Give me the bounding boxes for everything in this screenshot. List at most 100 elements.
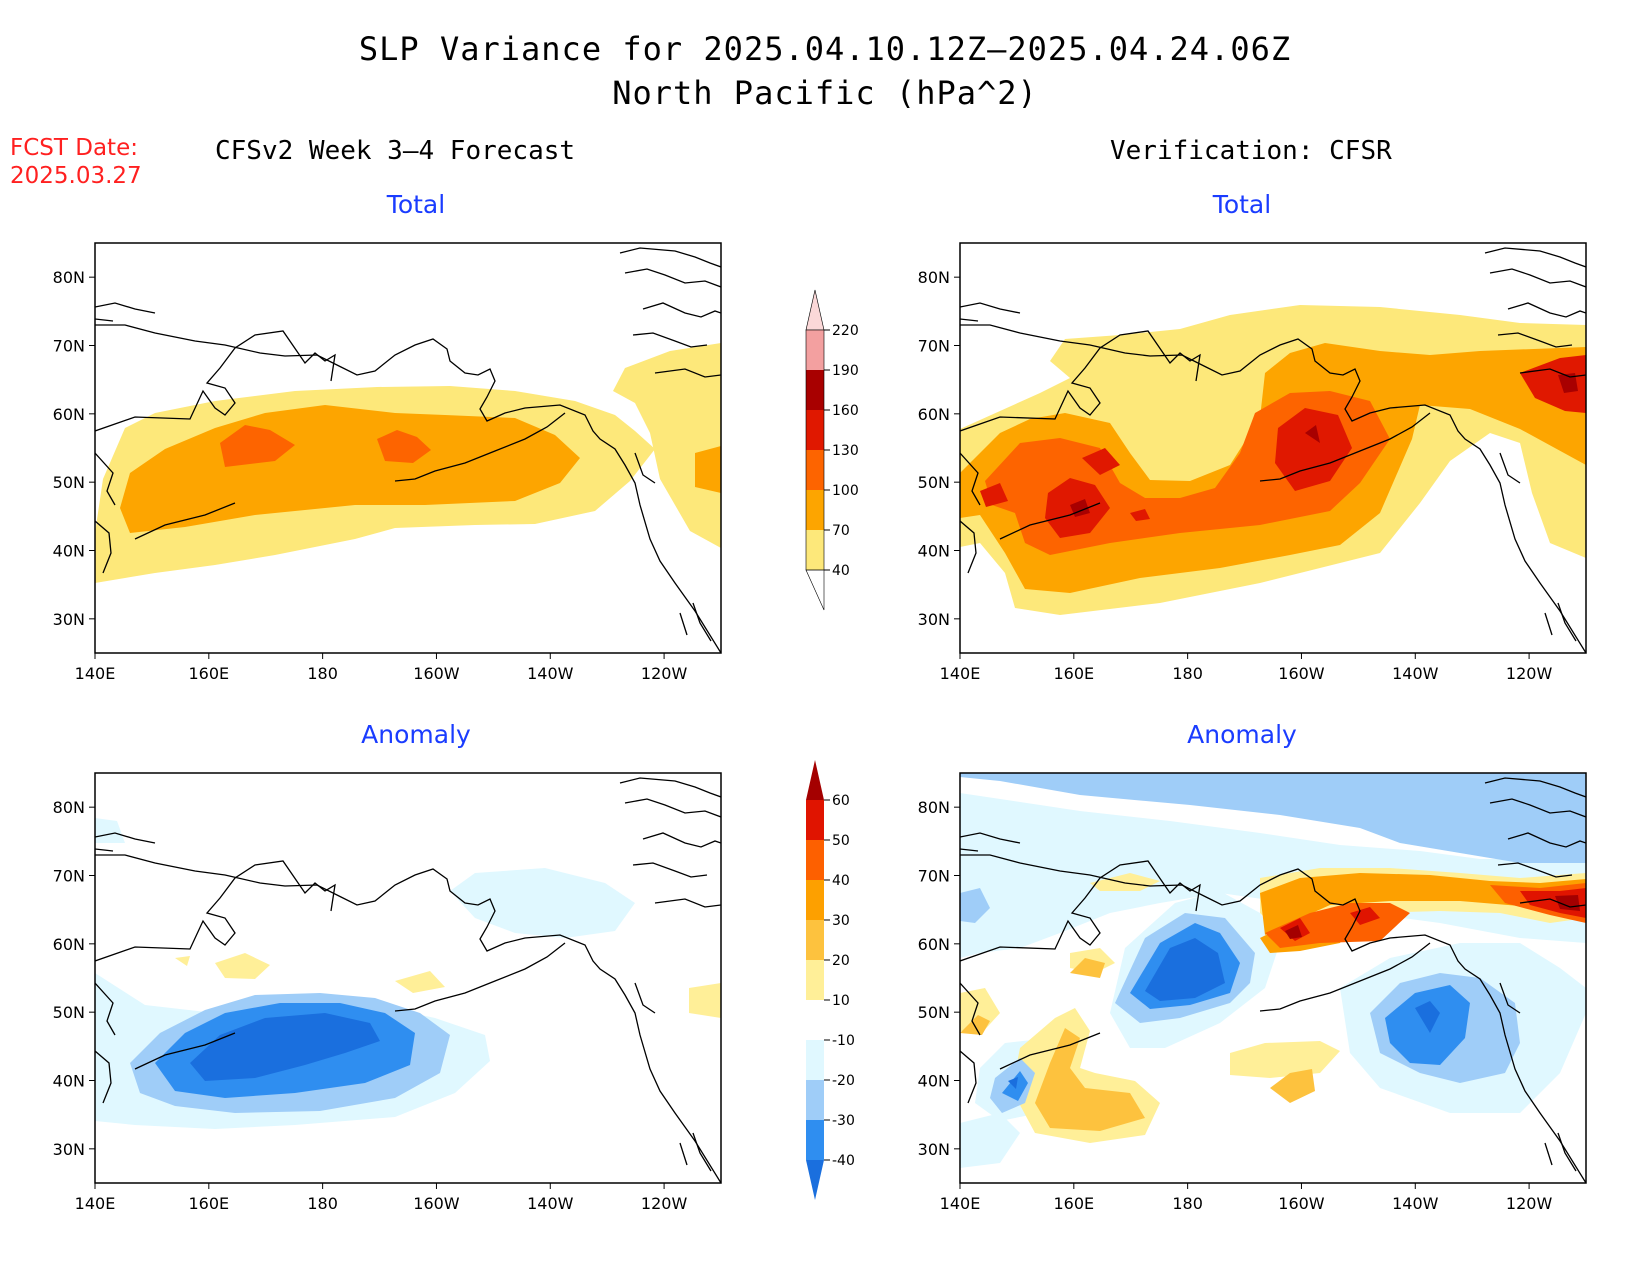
colorbar-total: 40 70 100 130 160 190 220 xyxy=(805,289,859,611)
fcst-date-value: 2025.03.27 xyxy=(10,163,142,189)
panel-label-forecast-anomaly: Anomaly xyxy=(361,720,471,749)
lon-tick-label: 160E xyxy=(188,664,229,683)
lat-tick-label: 30N xyxy=(53,610,85,629)
colorbar-anomaly-swatch xyxy=(806,1000,824,1040)
colorbar-anomaly-level-label: 10 xyxy=(832,993,850,1009)
lat-tick-label: 50N xyxy=(918,1003,950,1022)
colorbar-anomaly-level-label: -10 xyxy=(832,1033,855,1049)
lon-tick-label: 180 xyxy=(307,1194,338,1213)
lon-tick-label: 140W xyxy=(1392,1194,1439,1213)
lat-tick-label: 60N xyxy=(918,405,950,424)
lat-tick-label: 60N xyxy=(53,935,85,954)
lon-tick-label: 120W xyxy=(641,1194,688,1213)
colorbar-total-swatch xyxy=(806,530,824,570)
fcst-date-label: FCST Date: xyxy=(10,135,138,161)
colorbar-anomaly-swatch xyxy=(806,960,824,1000)
lat-tick-label: 70N xyxy=(918,867,950,886)
lat-tick-label: 40N xyxy=(53,1072,85,1091)
colorbar-anomaly-level-label: 60 xyxy=(832,793,850,809)
lat-tick-label: 50N xyxy=(53,1003,85,1022)
lat-tick-label: 50N xyxy=(918,473,950,492)
colorbar-anomaly-swatch xyxy=(806,840,824,880)
colorbar-anomaly-level-label: -30 xyxy=(832,1113,855,1129)
colorbar-total-top-triangle xyxy=(805,289,825,331)
lat-tick-label: 70N xyxy=(918,337,950,356)
colorbar-anomaly-level-label: 20 xyxy=(832,953,850,969)
lon-tick-label: 140E xyxy=(75,664,116,683)
colorbar-anomaly-bottom-triangle xyxy=(806,1160,824,1200)
lon-tick-label: 120W xyxy=(1506,1194,1553,1213)
axis-verification-total: 80N 70N 60N 50N 40N 30N 140E 160E 180 160W 140W 120… xyxy=(918,268,1553,683)
lon-tick-label: 140E xyxy=(75,1194,116,1213)
lon-tick-label: 140W xyxy=(527,1194,574,1213)
panel-label-forecast-total: Total xyxy=(386,190,446,219)
colorbar-anomaly: -40 -30 -20 -10 10 20 30 40 50 60 xyxy=(806,760,855,1200)
colorbar-anomaly-swatch xyxy=(806,800,824,840)
verification-column-header: Verification: CFSR xyxy=(1110,136,1392,166)
axis-verification-anomaly: 80N 70N 60N 50N 40N 30N 140E 160E 180 160W 140W 120… xyxy=(918,798,1553,1213)
lat-tick-label: 80N xyxy=(53,798,85,817)
colorbar-total-swatch xyxy=(806,490,824,530)
colorbar-total-bottom-triangle xyxy=(805,569,825,611)
lat-tick-label: 30N xyxy=(53,1140,85,1159)
colorbar-anomaly-swatch xyxy=(806,880,824,920)
lon-tick-label: 160E xyxy=(1053,1194,1094,1213)
lat-tick-label: 40N xyxy=(918,542,950,561)
lon-tick-label: 140E xyxy=(940,1194,981,1213)
colorbar-total-level-label: 40 xyxy=(832,563,850,579)
figure-title-line1: SLP Variance for 2025.04.10.12Z–2025.04.… xyxy=(358,30,1292,68)
colorbar-total-level-label: 70 xyxy=(832,523,850,539)
lon-tick-label: 160W xyxy=(413,664,460,683)
colorbar-total-level-label: 160 xyxy=(832,403,859,419)
colorbar-anomaly-swatch xyxy=(806,920,824,960)
colorbar-anomaly-level-label: 40 xyxy=(832,873,850,889)
colorbar-total-level-label: 190 xyxy=(832,363,859,379)
colorbar-anomaly-level-label: -40 xyxy=(832,1153,855,1169)
lat-tick-label: 30N xyxy=(918,1140,950,1159)
lon-tick-label: 160E xyxy=(1053,664,1094,683)
colorbar-anomaly-level-label: -20 xyxy=(832,1073,855,1089)
colorbar-total-level-label: 220 xyxy=(832,323,859,339)
lon-tick-label: 160W xyxy=(413,1194,460,1213)
colorbar-total-swatch xyxy=(806,450,824,490)
panel-verification-anomaly: 80N 70N 60N 50N 40N 30N 140E 160E 180 160W 140W 120… xyxy=(918,772,1587,1213)
colorbar-anomaly-level-label: 30 xyxy=(832,913,850,929)
colorbar-anomaly-swatch xyxy=(806,1080,824,1120)
lat-tick-label: 50N xyxy=(53,473,85,492)
lat-tick-label: 40N xyxy=(918,1072,950,1091)
lon-tick-label: 180 xyxy=(1172,664,1203,683)
panel-forecast-anomaly: 80N 70N 60N 50N 40N 30N 140E 160E 180 160W 140W 120… xyxy=(53,772,722,1213)
lon-tick-label: 160E xyxy=(188,1194,229,1213)
panel-label-verification-total: Total xyxy=(1212,190,1272,219)
axis-forecast-total: 80N 70N 60N 50N 40N 30N 140E 160E 180 160W 140W 120… xyxy=(53,268,688,683)
lat-tick-label: 80N xyxy=(918,268,950,287)
lon-tick-label: 120W xyxy=(1506,664,1553,683)
lon-tick-label: 140E xyxy=(940,664,981,683)
forecast-column-header: CFSv2 Week 3–4 Forecast xyxy=(215,136,576,166)
lon-tick-label: 140W xyxy=(1392,664,1439,683)
panel-label-verification-anomaly: Anomaly xyxy=(1187,720,1297,749)
colorbar-total-level-label: 100 xyxy=(832,483,859,499)
lat-tick-label: 80N xyxy=(918,798,950,817)
lat-tick-label: 60N xyxy=(918,935,950,954)
figure-title-line2: North Pacific (hPa^2) xyxy=(612,74,1038,112)
axis-forecast-anomaly: 80N 70N 60N 50N 40N 30N 140E 160E 180 160W 140W 120… xyxy=(53,798,688,1213)
colorbar-anomaly-swatch xyxy=(806,1120,824,1160)
lat-tick-label: 70N xyxy=(53,867,85,886)
panel-verification-total: 80N 70N 60N 50N 40N 30N 140E 160E 180 160W 140W 120… xyxy=(918,242,1587,683)
colorbar-total-level-label: 130 xyxy=(832,443,859,459)
colorbar-anomaly-top-triangle xyxy=(806,760,824,800)
colorbar-total-swatch xyxy=(806,330,824,370)
lon-tick-label: 120W xyxy=(641,664,688,683)
lat-tick-label: 80N xyxy=(53,268,85,287)
lon-tick-label: 180 xyxy=(1172,1194,1203,1213)
lat-tick-label: 40N xyxy=(53,542,85,561)
colorbar-anomaly-swatch xyxy=(806,1040,824,1080)
lat-tick-label: 70N xyxy=(53,337,85,356)
lon-tick-label: 180 xyxy=(307,664,338,683)
lon-tick-label: 140W xyxy=(527,664,574,683)
colorbar-total-swatch xyxy=(806,410,824,450)
colorbar-anomaly-level-label: 50 xyxy=(832,833,850,849)
lon-tick-label: 160W xyxy=(1278,1194,1325,1213)
